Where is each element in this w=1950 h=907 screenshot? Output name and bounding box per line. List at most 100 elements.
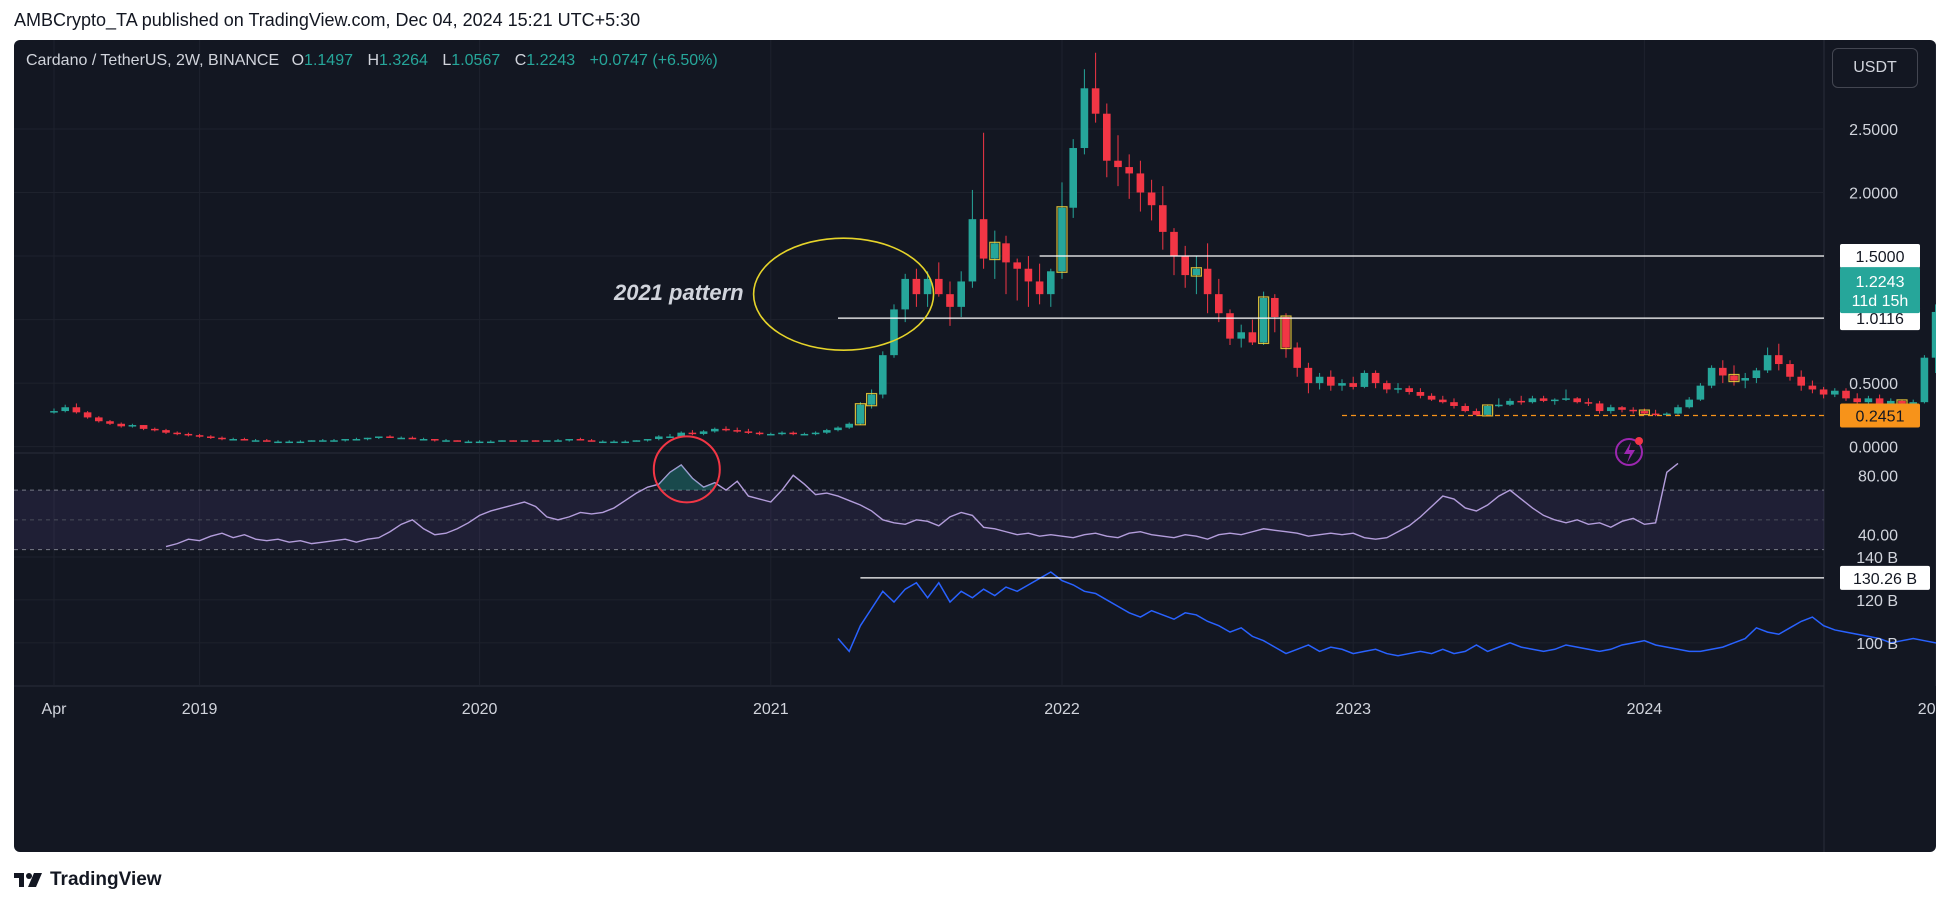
candle xyxy=(576,437,585,441)
candle-body xyxy=(1786,364,1794,377)
candle xyxy=(72,403,81,414)
candle-body xyxy=(1607,407,1615,412)
candle-body xyxy=(1416,392,1425,396)
candle-body xyxy=(699,431,708,434)
high-value: 1.3264 xyxy=(379,52,428,69)
tradingview-brand[interactable]: TradingView xyxy=(14,866,162,894)
candle xyxy=(923,271,932,307)
chart-svg: 130.26 B Apr 2019 2020 2021 2022 2023 2024 2025… xyxy=(14,40,1936,852)
candle-body xyxy=(1047,271,1055,295)
alert-dot-icon xyxy=(1635,437,1643,445)
candle-body xyxy=(632,440,641,442)
candle xyxy=(117,422,125,428)
candle xyxy=(1091,52,1100,123)
candle-body xyxy=(1853,398,1861,403)
candle xyxy=(263,439,271,442)
price-axis-tick-label: 2.0000 xyxy=(1849,185,1898,202)
candle-body xyxy=(229,439,237,441)
candle-body xyxy=(1573,398,1581,403)
candle xyxy=(677,431,685,437)
candle-body xyxy=(509,440,517,442)
candle xyxy=(341,439,349,442)
candle-body xyxy=(1730,375,1738,381)
candle-body xyxy=(1226,313,1234,339)
candle xyxy=(1819,386,1828,399)
candle-body xyxy=(554,440,562,442)
candle xyxy=(1136,160,1145,212)
candle xyxy=(1215,278,1223,323)
candle-body xyxy=(397,437,405,440)
chart-area[interactable]: Cardano / TetherUS, 2W, BINANCE O1.1497 … xyxy=(14,40,1936,852)
candle xyxy=(1248,319,1257,345)
candle xyxy=(1629,407,1637,414)
candle xyxy=(979,132,988,269)
candle-body xyxy=(520,440,529,442)
candle xyxy=(274,440,282,444)
candle xyxy=(151,427,159,432)
candle xyxy=(1842,388,1850,401)
candle xyxy=(565,439,573,442)
candle-body xyxy=(1517,400,1525,403)
candle xyxy=(968,189,977,288)
candle xyxy=(1831,388,1839,398)
candle-highlight xyxy=(1056,206,1068,273)
candle xyxy=(744,428,753,434)
candle xyxy=(688,430,697,436)
candle-body xyxy=(1394,388,1402,390)
candle-body xyxy=(912,278,921,295)
candle xyxy=(733,427,741,433)
symbol-name: Cardano / TetherUS, 2W, BINANCE xyxy=(26,52,280,69)
candle xyxy=(375,436,383,440)
candle-body xyxy=(363,437,372,440)
candle xyxy=(475,440,484,444)
candle xyxy=(610,440,618,444)
candle-body xyxy=(1203,268,1212,295)
candle-body xyxy=(307,440,316,442)
candle xyxy=(599,440,607,444)
candle-body xyxy=(1159,205,1167,232)
candle xyxy=(1327,370,1335,391)
market-cap-level-label: 130.26 B xyxy=(1853,571,1917,588)
candle-body xyxy=(1931,311,1936,358)
candle xyxy=(1472,408,1481,417)
candle-body xyxy=(1584,402,1593,404)
x-axis-tick-label: 2020 xyxy=(462,701,498,718)
close-label: C xyxy=(514,52,527,69)
candle-body xyxy=(1282,317,1290,348)
low-value: 1.0567 xyxy=(451,52,501,69)
candle xyxy=(296,440,305,444)
candle xyxy=(1405,385,1413,395)
candle-body xyxy=(1024,268,1033,282)
candle-body xyxy=(1719,367,1727,376)
candle-body xyxy=(621,441,629,444)
candle-body xyxy=(711,428,719,432)
level-price-tag xyxy=(1840,244,1920,269)
candle xyxy=(1584,398,1593,406)
candle-body xyxy=(83,412,92,418)
candle-highlight xyxy=(865,392,878,407)
candle xyxy=(890,304,898,358)
candle-body xyxy=(1080,88,1089,149)
candle-body xyxy=(195,435,204,437)
candle xyxy=(431,439,439,442)
candle-body xyxy=(1383,383,1391,390)
candle xyxy=(1481,404,1494,417)
candle-body xyxy=(811,432,820,435)
rsi-axis-tick-label: 40.00 xyxy=(1858,528,1898,545)
candle xyxy=(1728,365,1740,386)
candle-body xyxy=(285,441,293,444)
candle xyxy=(632,440,641,442)
candle-body xyxy=(218,437,226,440)
candle-body xyxy=(823,430,831,433)
candle-body xyxy=(1427,395,1436,400)
x-axis-tick-label: 2021 xyxy=(753,701,789,718)
current-price-label: 1.2243 xyxy=(1856,274,1905,291)
currency-button[interactable]: USDT xyxy=(1832,48,1918,88)
candle-body xyxy=(1887,400,1895,405)
candle-body xyxy=(1506,400,1514,405)
candle xyxy=(755,431,764,436)
candle xyxy=(1013,258,1021,301)
candle xyxy=(1864,395,1873,405)
candle xyxy=(1170,228,1178,276)
brand-label: TradingView xyxy=(50,869,162,890)
